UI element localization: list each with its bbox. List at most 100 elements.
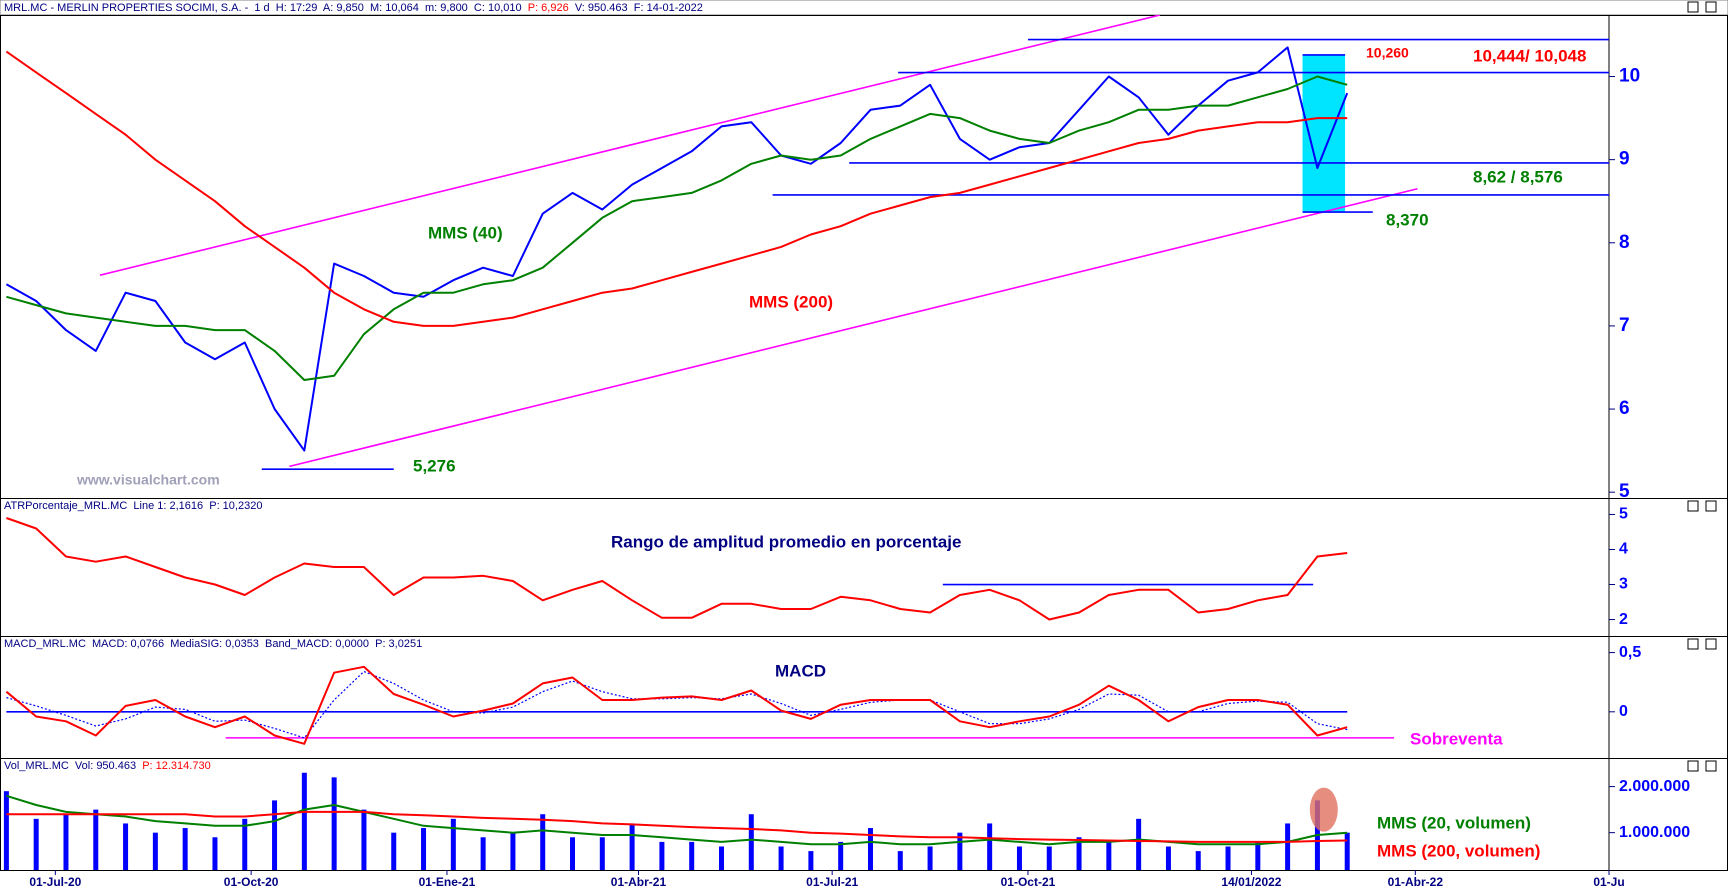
header-part: Vol_MRL.MC Vol: 950.463: [4, 760, 142, 772]
y-tick-label: 2.000.000: [1619, 778, 1690, 795]
y-tick-label: 9: [1619, 149, 1630, 170]
x-tick-label: 01-Abr-22: [1388, 875, 1444, 889]
panel-marks: [6, 517, 1348, 621]
volume-bar: [1076, 837, 1082, 870]
volume-bar: [808, 851, 814, 870]
panel-button: [1687, 638, 1699, 650]
panel-header: Vol_MRL.MC Vol: 950.463 P: 12.314.730: [4, 760, 211, 772]
volume-bar: [510, 832, 516, 870]
y-tick-label: 7: [1619, 315, 1630, 336]
y-tick-label: 8: [1619, 232, 1630, 253]
volume-bar: [599, 837, 605, 870]
volume-bar: [748, 814, 754, 870]
y-tick-label: 6: [1619, 398, 1630, 419]
volume-bar: [301, 772, 307, 870]
volume-bar: [987, 823, 993, 870]
annotation-line: [289, 187, 1418, 468]
volume-bar: [421, 828, 427, 870]
volume-bar: [242, 818, 248, 870]
series-line: [6, 670, 1348, 739]
volume-bar: [897, 851, 903, 870]
volume-bar: [659, 841, 665, 870]
volume-bar: [361, 809, 367, 870]
volume-bar: [927, 846, 933, 870]
volume-bar: [1165, 846, 1171, 870]
volume-bar: [1285, 823, 1291, 870]
header-part: MRL.MC - MERLIN PROPERTIES SOCIMI, S.A. …: [4, 2, 528, 14]
x-tick-label: 01-Oct-20: [224, 875, 279, 889]
header-part: ATRPorcentaje_MRL.MC Line 1: 2,1616 P: 1…: [4, 500, 262, 512]
annotation: Sobreventa: [1410, 729, 1503, 748]
volume-bar: [689, 841, 695, 870]
x-tick-label: 14/01/2022: [1221, 875, 1281, 889]
panel-plot: [3, 772, 1350, 870]
annotation: Rango de amplitud promedio en porcentaje: [611, 532, 961, 551]
volume-bar: [182, 828, 188, 870]
series-label: MMS (40): [428, 223, 503, 242]
panel-button: [1705, 1, 1717, 13]
volume-bar: [93, 809, 99, 870]
panel-button: [1705, 760, 1717, 772]
volume-bar: [480, 837, 486, 870]
volume-bar: [1136, 818, 1142, 870]
x-tick-label: 01-Oct-21: [1001, 875, 1056, 889]
volume-bar: [1046, 846, 1052, 870]
panel-marks: [5, 15, 1609, 471]
volume-bar: [778, 846, 784, 870]
header-part: P: 6,926: [528, 2, 569, 14]
highlight-ellipse: [1309, 787, 1338, 832]
panel-frame: [0, 498, 1728, 637]
panel-header: MACD_MRL.MC MACD: 0,0766 MediaSIG: 0,035…: [4, 638, 422, 650]
volume-bar: [718, 846, 724, 870]
panel-button: [1687, 500, 1699, 512]
annotation: 8,370: [1386, 210, 1429, 229]
y-tick-label: 2: [1619, 611, 1628, 628]
volume-bar: [63, 814, 69, 870]
annotation-layer: MMS (40) MMS (200) 5,276 8,370 8,62 / 8,…: [76, 45, 1586, 861]
x-tick-label: 01-Abr-21: [611, 875, 667, 889]
series-label: MMS (200, volumen): [1377, 841, 1540, 860]
volume-bar: [1344, 832, 1350, 870]
y-tick-label: 5: [1619, 481, 1630, 502]
x-tick-label: 01-Ju: [1593, 875, 1624, 889]
annotation: 10,444/ 10,048: [1473, 46, 1586, 65]
panel-marks: [3, 772, 1350, 870]
panel-marks: [5, 665, 1395, 745]
volume-bar: [1255, 841, 1261, 870]
volume-bar: [33, 818, 39, 870]
header-part: V: 950.463 F: 14-01-2022: [569, 2, 703, 14]
volume-bar: [867, 828, 873, 870]
series-label: MMS (200): [749, 292, 833, 311]
y-tick-label: 1.000.000: [1619, 824, 1690, 841]
panel-frame: [0, 758, 1728, 871]
series-line: [6, 517, 1348, 621]
header-part: P: 12.314.730: [142, 760, 211, 772]
series-line: [6, 810, 1348, 843]
volume-bar: [838, 841, 844, 870]
volume-bar: [123, 823, 129, 870]
series-line: [6, 75, 1348, 381]
y-tick-label: 10: [1619, 66, 1640, 87]
annotation: 10,260: [1366, 45, 1409, 61]
series-line: [5, 665, 1348, 745]
panel-button: [1687, 1, 1699, 13]
volume-bar: [331, 777, 337, 870]
panel-header: MRL.MC - MERLIN PROPERTIES SOCIMI, S.A. …: [4, 2, 703, 14]
panel-header: ATRPorcentaje_MRL.MC Line 1: 2,1616 P: 1…: [4, 500, 262, 512]
volume-bar: [1106, 841, 1112, 870]
header-part: MACD_MRL.MC MACD: 0,0766 MediaSIG: 0,035…: [4, 638, 422, 650]
y-tick-label: 5: [1619, 506, 1628, 523]
panel-plot: [6, 517, 1348, 621]
panel-plot: [5, 15, 1609, 471]
watermark: www.visualchart.com: [76, 472, 220, 488]
panel-button: [1687, 760, 1699, 772]
annotation: 8,62 / 8,576: [1473, 167, 1563, 186]
annotation-line: [99, 15, 1161, 276]
volume-bar: [540, 814, 546, 870]
volume-bar: [272, 800, 278, 870]
volume-bar: [957, 832, 963, 870]
x-tick-label: 01-Jul-21: [806, 875, 858, 889]
